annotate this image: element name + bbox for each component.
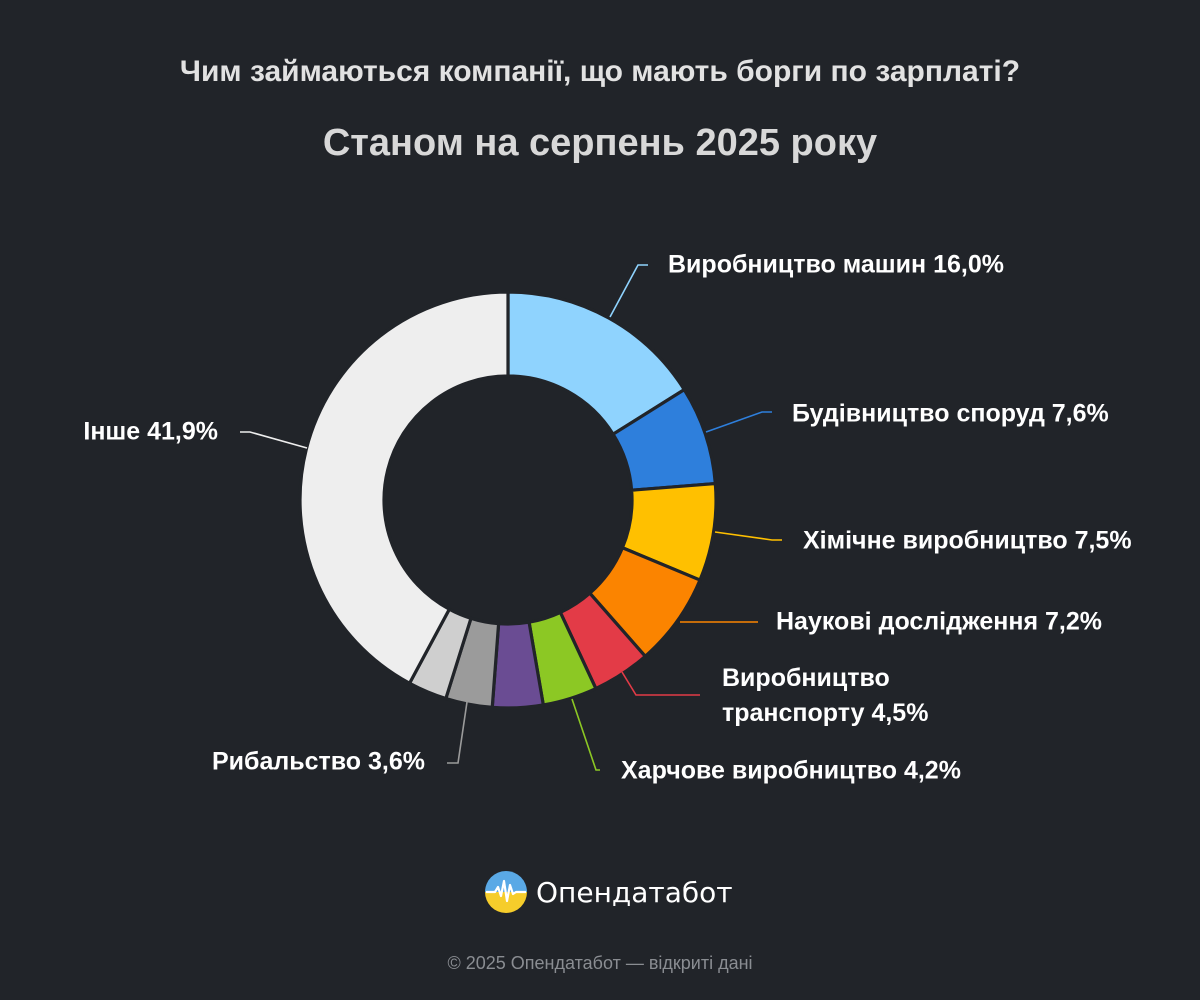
slice-label-6: Харчове виробництво 4,2% bbox=[621, 757, 961, 785]
leader-line-6 bbox=[571, 698, 600, 771]
footer: © 2025 Опендатабот — відкриті дані bbox=[447, 953, 753, 973]
leader-line-8 bbox=[447, 701, 468, 764]
slice-label-4: Наукові дослідження 7,2% bbox=[776, 608, 1102, 636]
slice-label-8: Рибальство 3,6% bbox=[212, 748, 425, 776]
leader-line-2 bbox=[705, 411, 772, 433]
leader-line-3 bbox=[714, 531, 782, 541]
logo-text: Опендатабот bbox=[536, 875, 733, 909]
opendatabot-logo-icon bbox=[485, 871, 527, 913]
slice-label-1: Виробництво машин 16,0% bbox=[668, 251, 1004, 279]
slice-label-2: Будівництво споруд 7,6% bbox=[792, 400, 1109, 428]
leader-line-5 bbox=[621, 671, 700, 696]
slice-label-10: Інше 41,9% bbox=[83, 418, 218, 446]
leader-line-1 bbox=[609, 264, 648, 318]
logo: Опендатабот bbox=[484, 870, 733, 914]
slice-10 bbox=[298, 290, 510, 685]
slice-label-3: Хімічне виробництво 7,5% bbox=[803, 527, 1132, 555]
chart-subtitle: Станом на серпень 2025 року bbox=[322, 122, 878, 164]
slice-label-5: Виробництво транспорту 4,5% bbox=[722, 664, 928, 727]
leader-line-10 bbox=[240, 431, 308, 449]
chart-title: Чим займаються компанії, що мають борги … bbox=[179, 55, 1021, 88]
